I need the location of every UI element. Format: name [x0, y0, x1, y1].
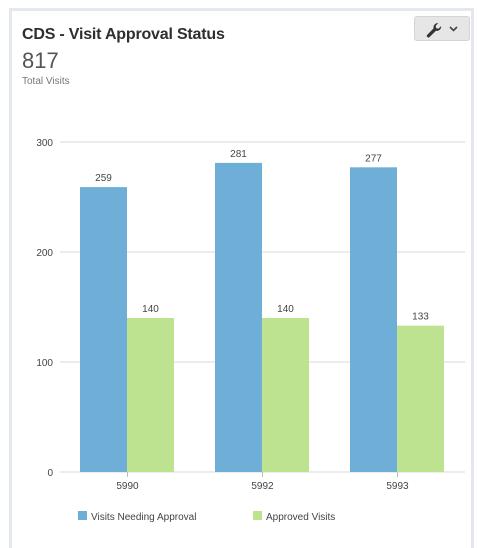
data-label: 133	[412, 312, 429, 323]
data-label: 277	[365, 153, 382, 164]
widget-tools-button[interactable]	[414, 16, 470, 41]
bar-visits-needing-approval	[215, 162, 262, 472]
chevron-down-icon	[449, 26, 458, 32]
bar-visits-needing-approval	[350, 167, 397, 473]
y-tick-label: 100	[36, 358, 53, 369]
bar-approved-visits	[127, 318, 174, 472]
widget-title: CDS - Visit Approval Status	[22, 26, 225, 43]
bar-approved-visits	[262, 318, 309, 472]
legend-swatch	[78, 511, 87, 520]
data-label: 259	[95, 173, 112, 184]
x-tick-label: 5990	[116, 481, 139, 492]
x-tick-label: 5992	[251, 481, 274, 492]
x-tick-label: 5993	[386, 481, 409, 492]
total-visits-label: Total Visits	[22, 76, 70, 87]
y-tick-label: 300	[36, 138, 53, 149]
y-tick-label: 0	[47, 468, 53, 479]
data-label: 281	[230, 149, 247, 160]
data-label: 140	[142, 304, 159, 315]
legend-swatch	[253, 511, 262, 520]
legend-item-label: Visits Needing Approval	[91, 512, 196, 523]
legend-item-label: Approved Visits	[266, 512, 335, 523]
bar-approved-visits	[397, 325, 444, 472]
y-tick-label: 200	[36, 248, 53, 259]
data-label: 140	[277, 304, 294, 315]
wrench-icon	[426, 23, 442, 38]
total-visits-value: 817	[22, 48, 59, 73]
bar-visits-needing-approval	[80, 187, 127, 472]
